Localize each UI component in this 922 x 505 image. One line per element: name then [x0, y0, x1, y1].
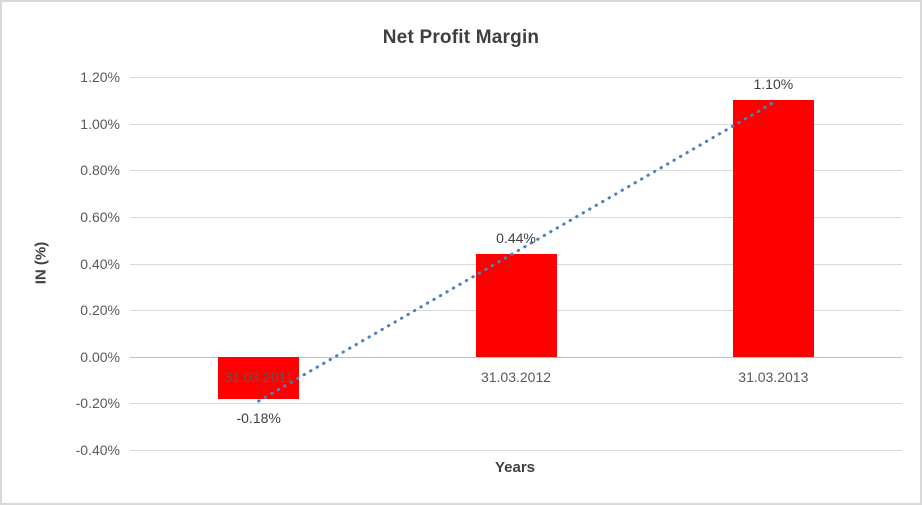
y-tick-label: -0.40%	[75, 442, 120, 458]
y-tick-label: 0.20%	[80, 302, 120, 319]
x-category-label: 31.03.2011	[224, 368, 294, 385]
y-tick-label: -0.20%	[75, 395, 120, 412]
y-tick-label: 0.00%	[80, 348, 120, 365]
bar-31.03.2012	[475, 254, 557, 357]
chart-title: Net Profit Margin	[382, 27, 540, 48]
y-tick-label: 0.80%	[80, 162, 120, 179]
gridline	[130, 77, 902, 78]
bar-31.03.2013	[732, 100, 814, 357]
bar-data-label: -0.18%	[236, 409, 281, 426]
y-tick-label: 1.00%	[80, 115, 120, 132]
x-category-label: 31.03.2013	[738, 368, 809, 385]
y-tick-label: 0.60%	[80, 208, 120, 225]
bar-data-label: 0.44%	[496, 230, 536, 247]
x-axis-title: Years	[494, 459, 536, 476]
y-tick-label: 1.20%	[80, 69, 120, 85]
gridline	[130, 450, 902, 451]
gridline	[130, 403, 902, 405]
bar-data-label: 1.10%	[753, 76, 794, 93]
y-tick-label: 0.40%	[80, 255, 120, 272]
x-category-label: 31.03.2012	[480, 368, 552, 385]
